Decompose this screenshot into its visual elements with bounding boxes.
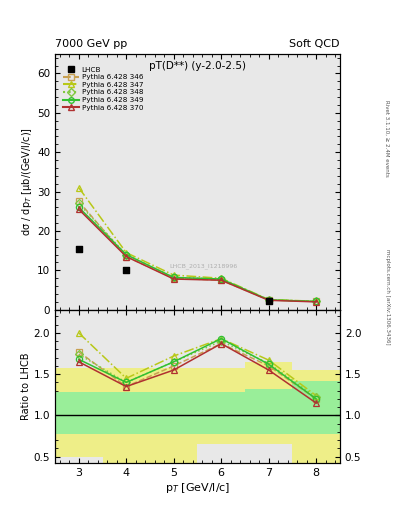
Pythia 6.428 347 [76, 185, 81, 191]
Pythia 6.428 349 [314, 298, 319, 305]
Pythia 6.428 346 [171, 275, 176, 281]
Point [123, 266, 129, 274]
Pythia 6.428 347 [171, 272, 176, 278]
Legend: LHCB, Pythia 6.428 346, Pythia 6.428 347, Pythia 6.428 348, Pythia 6.428 349, Py: LHCB, Pythia 6.428 346, Pythia 6.428 347… [61, 65, 145, 112]
Text: pT(D**) (y-2.0-2.5): pT(D**) (y-2.0-2.5) [149, 61, 246, 72]
Pythia 6.428 349 [124, 251, 129, 258]
Line: Pythia 6.428 349: Pythia 6.428 349 [75, 204, 320, 305]
Line: Pythia 6.428 370: Pythia 6.428 370 [75, 206, 320, 305]
Pythia 6.428 346 [314, 298, 319, 305]
Pythia 6.428 348 [171, 274, 176, 281]
Pythia 6.428 370 [76, 206, 81, 212]
Text: Soft QCD: Soft QCD [290, 38, 340, 49]
Point [266, 296, 272, 305]
Pythia 6.428 347 [219, 275, 224, 281]
Pythia 6.428 346 [266, 297, 271, 303]
Pythia 6.428 348 [124, 251, 129, 258]
Pythia 6.428 347 [124, 249, 129, 255]
Pythia 6.428 370 [171, 276, 176, 282]
Y-axis label: dσ / dp$_{T}$ [μb/(GeV/l/c)]: dσ / dp$_{T}$ [μb/(GeV/l/c)] [20, 127, 34, 236]
Pythia 6.428 347 [266, 296, 271, 303]
Pythia 6.428 346 [76, 198, 81, 204]
Text: 7000 GeV pp: 7000 GeV pp [55, 38, 127, 49]
X-axis label: p$_{T}$ [GeV/l/c]: p$_{T}$ [GeV/l/c] [165, 481, 230, 495]
Pythia 6.428 370 [124, 253, 129, 260]
Pythia 6.428 370 [314, 299, 319, 305]
Line: Pythia 6.428 346: Pythia 6.428 346 [75, 198, 320, 305]
Pythia 6.428 349 [76, 204, 81, 210]
Line: Pythia 6.428 348: Pythia 6.428 348 [75, 200, 320, 305]
Pythia 6.428 348 [314, 298, 319, 305]
Pythia 6.428 346 [124, 253, 129, 260]
Pythia 6.428 349 [219, 276, 224, 282]
Pythia 6.428 347 [314, 298, 319, 304]
Pythia 6.428 349 [266, 297, 271, 303]
Line: Pythia 6.428 347: Pythia 6.428 347 [75, 184, 320, 305]
Pythia 6.428 349 [171, 274, 176, 281]
Point [75, 245, 82, 253]
Pythia 6.428 348 [219, 276, 224, 282]
Pythia 6.428 370 [266, 297, 271, 304]
Text: Rivet 3.1.10, ≥ 2.4M events: Rivet 3.1.10, ≥ 2.4M events [385, 100, 389, 177]
Pythia 6.428 346 [219, 277, 224, 283]
Y-axis label: Ratio to LHCB: Ratio to LHCB [21, 353, 31, 420]
Pythia 6.428 348 [266, 296, 271, 303]
Text: mcplots.cern.ch [arXiv:1306.3436]: mcplots.cern.ch [arXiv:1306.3436] [385, 249, 389, 345]
Text: LHCB_2013_I1218996: LHCB_2013_I1218996 [169, 263, 237, 269]
Pythia 6.428 370 [219, 277, 224, 283]
Pythia 6.428 348 [76, 200, 81, 206]
